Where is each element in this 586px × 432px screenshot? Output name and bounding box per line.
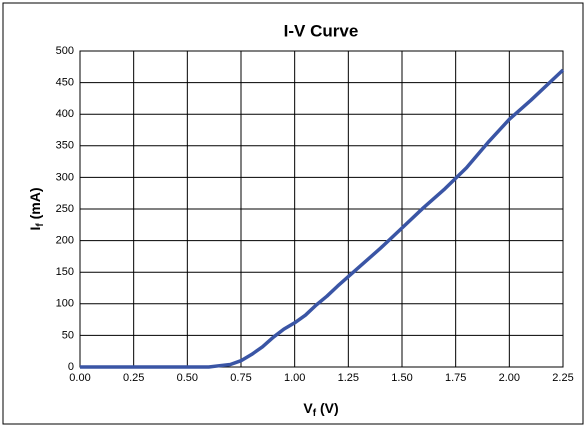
y-tick-label: 0: [68, 361, 74, 373]
x-axis-label: Vf (V): [303, 400, 338, 419]
y-tick-label: 100: [56, 298, 74, 310]
x-tick-label: 1.00: [284, 372, 305, 384]
y-axis-label: If (mA): [27, 187, 46, 230]
x-tick-label: 2.00: [499, 372, 520, 384]
x-tick-label: 1.75: [445, 372, 466, 384]
y-tick-label: 200: [56, 235, 74, 247]
chart-title: I-V Curve: [284, 21, 359, 40]
x-tick-label: 2.25: [552, 372, 573, 384]
x-label-unit: (V): [316, 400, 339, 416]
x-tick-label: 0.25: [123, 372, 144, 384]
x-tick-label: 1.25: [338, 372, 359, 384]
y-tick-label: 350: [56, 140, 74, 152]
x-label-sub: f: [313, 408, 317, 419]
x-tick-label: 1.50: [391, 372, 412, 384]
y-tick-label: 150: [56, 266, 74, 278]
y-tick-label: 450: [56, 77, 74, 89]
data-line: [80, 68, 565, 369]
y-tick-label: 500: [56, 45, 74, 57]
x-tick-label: 0.75: [230, 372, 251, 384]
x-tick-label: 0.50: [177, 372, 198, 384]
y-label-unit: (mA): [27, 187, 43, 223]
y-tick-label: 50: [62, 329, 74, 341]
x-tick-label: 0.00: [69, 372, 90, 384]
x-label-main: V: [303, 400, 313, 416]
y-label-main: I: [27, 227, 43, 231]
y-tick-label: 250: [56, 203, 74, 215]
y-tick-label: 300: [56, 171, 74, 183]
y-tick-label: 400: [56, 108, 74, 120]
y-label-sub: f: [35, 223, 46, 227]
